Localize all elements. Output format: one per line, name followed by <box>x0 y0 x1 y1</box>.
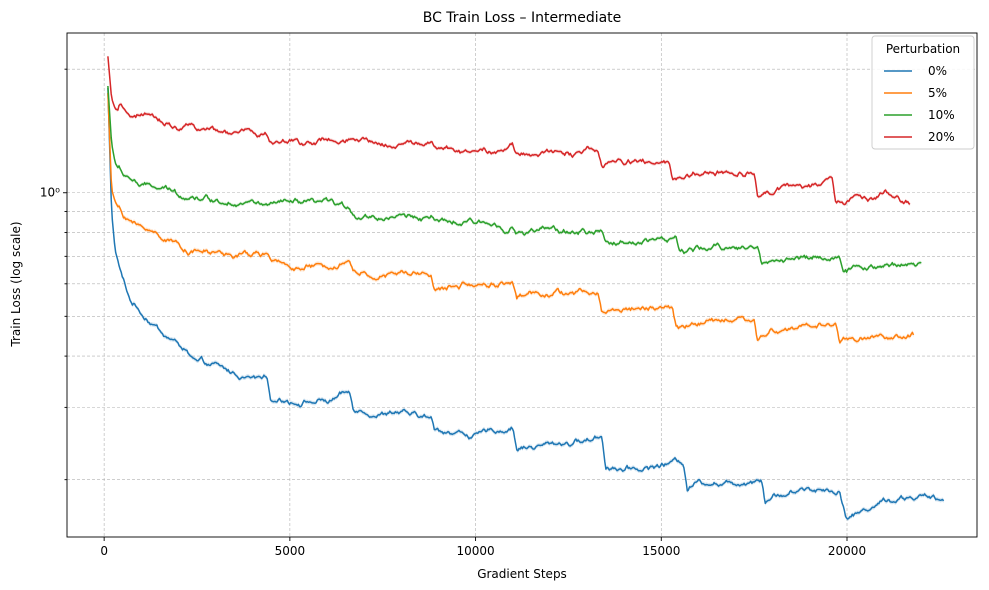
x-tick-label: 0 <box>100 544 108 558</box>
series-line-10% <box>107 85 922 273</box>
y-tick-label: 10⁰ <box>40 186 60 200</box>
series-band-20% <box>107 54 911 207</box>
series-line-0% <box>107 87 945 520</box>
chart-title: BC Train Loss – Intermediate <box>423 10 622 26</box>
confidence-bands <box>107 54 944 522</box>
axis-ticks: 0 5000 10000 15000 20000 10⁰ <box>40 68 866 558</box>
plot-frame <box>66 32 978 538</box>
series-band-0% <box>107 85 944 522</box>
series-band-5% <box>107 90 914 346</box>
x-tick-label: 15000 <box>642 544 680 558</box>
series-line-20% <box>107 56 911 206</box>
series-lines <box>107 56 945 520</box>
grid <box>67 33 977 537</box>
series-band-10% <box>107 84 922 274</box>
series-line-5% <box>107 92 915 344</box>
legend-label: 5% <box>928 86 947 100</box>
x-tick-label: 10000 <box>456 544 494 558</box>
legend-entries: 0% 5% 10% 20% <box>884 64 955 144</box>
legend-label: 0% <box>928 64 947 78</box>
y-axis-label: Train Loss (log scale) <box>9 221 23 347</box>
x-axis-label: Gradient Steps <box>477 567 567 581</box>
x-tick-label: 20000 <box>828 544 866 558</box>
legend-title: Perturbation <box>886 42 960 56</box>
legend: Perturbation 0% 5% 10% 20% <box>871 35 975 150</box>
legend-label: 10% <box>928 108 955 122</box>
x-tick-label: 5000 <box>275 544 306 558</box>
legend-box <box>871 35 975 150</box>
legend-label: 20% <box>928 130 955 144</box>
